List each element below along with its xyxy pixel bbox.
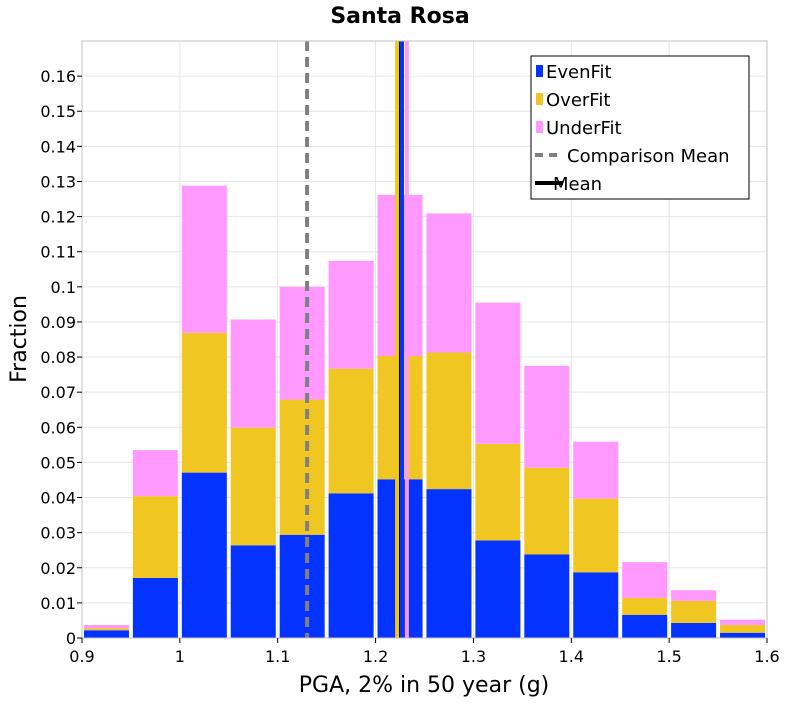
bar-overfit (720, 625, 766, 633)
plot-frame (81, 40, 768, 639)
bar-overfit (230, 427, 276, 546)
x-tick-label: 1.4 (559, 647, 584, 666)
y-tick-label: 0.05 (40, 453, 76, 472)
y-tick-label: 0.07 (40, 383, 76, 402)
x-tick-label: 1.6 (754, 647, 779, 666)
bar-evenfit (328, 493, 374, 638)
y-tick-label: 0.03 (40, 524, 76, 543)
bar-underfit (671, 590, 717, 601)
axis-ticks: 0 0.01 0.02 0.03 0.04 0.05 0.06 0.07 0.08 0.09 0.1… (40, 67, 779, 666)
x-tick-label: 1 (175, 647, 185, 666)
y-tick-label: 0 (66, 629, 76, 648)
y-tick-label: 0.02 (40, 559, 76, 578)
reference-lines (305, 41, 409, 638)
bar-evenfit (720, 632, 766, 638)
y-tick-label: 0.08 (40, 348, 76, 367)
legend-swatch (536, 121, 543, 133)
bar-overfit (475, 443, 521, 541)
y-tick-label: 0.12 (40, 208, 76, 227)
x-tick-label: 1.2 (363, 647, 388, 666)
y-tick-label: 0.16 (40, 67, 76, 86)
y-tick-label: 0.1 (51, 278, 76, 297)
bar-underfit (475, 302, 521, 444)
bar-underfit (83, 625, 129, 629)
legend-label: EvenFit (546, 62, 612, 83)
legend-box (530, 55, 750, 200)
y-tick-label: 0.01 (40, 594, 76, 613)
y-axis-title: Fraction (7, 295, 32, 383)
x-tick-label: 1.3 (461, 647, 486, 666)
bars (83, 185, 766, 638)
bar-evenfit (181, 472, 227, 638)
bar-underfit (720, 619, 766, 626)
chart-title: Santa Rosa (330, 4, 469, 29)
bar-underfit (328, 260, 374, 369)
bar-overfit (328, 368, 374, 494)
bar-overfit (279, 399, 325, 535)
bar-evenfit (475, 540, 521, 638)
bar-evenfit (524, 554, 570, 638)
bar-evenfit (573, 572, 619, 638)
legend-swatch (536, 65, 543, 77)
bar-underfit (426, 213, 472, 353)
legend-label: Comparison Mean (567, 146, 730, 167)
bar-evenfit (230, 545, 276, 638)
bar-underfit (622, 562, 668, 598)
bar-evenfit (426, 489, 472, 638)
bar-underfit (230, 319, 276, 428)
bar-evenfit (279, 534, 325, 638)
x-tick-label: 1.1 (265, 647, 290, 666)
bar-overfit (181, 332, 227, 473)
bar-overfit (426, 352, 472, 490)
bar-evenfit (622, 614, 668, 638)
bar-underfit (279, 286, 325, 400)
x-axis-title: PGA, 2% in 50 year (g) (299, 673, 550, 698)
y-tick-label: 0.11 (40, 243, 76, 262)
bar-underfit (132, 450, 178, 497)
bar-evenfit (83, 630, 129, 638)
y-tick-label: 0.14 (40, 137, 76, 156)
legend-label: Mean (553, 174, 602, 195)
legend-label: OverFit (546, 90, 610, 111)
bar-overfit (573, 498, 619, 573)
y-tick-label: 0.09 (40, 313, 76, 332)
bar-overfit (132, 496, 178, 578)
bar-evenfit (132, 577, 178, 638)
y-tick-label: 0.06 (40, 418, 76, 437)
bar-underfit (524, 365, 570, 468)
legend-label: UnderFit (546, 118, 622, 139)
bar-overfit (622, 597, 668, 615)
y-tick-label: 0.15 (40, 102, 76, 121)
bar-underfit (573, 441, 619, 499)
x-tick-label: 0.9 (69, 647, 94, 666)
bar-overfit (671, 600, 717, 623)
bar-underfit (181, 185, 227, 333)
bar-overfit (83, 628, 129, 631)
y-tick-label: 0.13 (40, 172, 76, 191)
y-tick-label: 0.04 (40, 489, 76, 508)
bar-overfit (524, 467, 570, 555)
legend-swatch (536, 93, 543, 105)
x-tick-label: 1.5 (656, 647, 681, 666)
legend: EvenFit OverFit UnderFit Comparison Mean Mea… (530, 55, 750, 200)
bar-evenfit (671, 622, 717, 638)
